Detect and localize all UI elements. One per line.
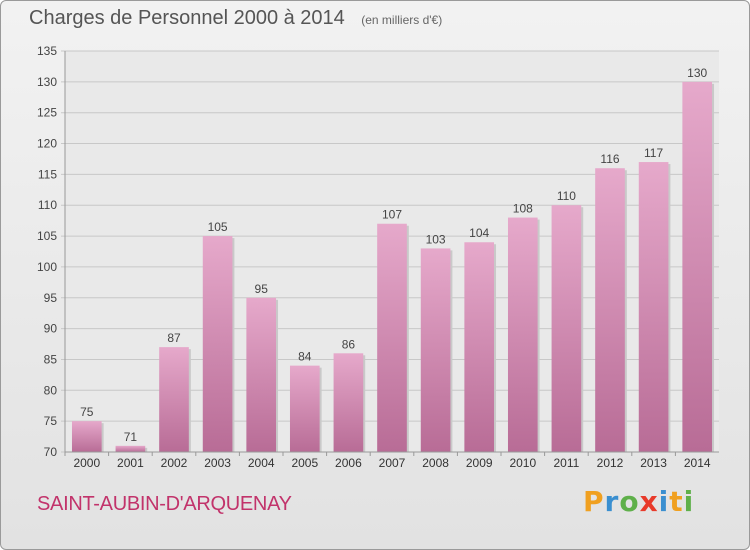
y-tick-label: 125 <box>37 106 57 120</box>
y-tick-label: 130 <box>37 75 57 89</box>
y-tick-label: 95 <box>44 291 58 305</box>
x-tick-label: 2011 <box>553 456 579 470</box>
y-tick-label: 85 <box>44 352 58 366</box>
y-tick-label: 75 <box>44 414 58 428</box>
data-label: 84 <box>298 350 312 364</box>
bar <box>289 365 320 452</box>
axis-layer: 70 75 80 85 90 95 100 105 110 115 120 125 130 135 2000… <box>37 44 719 470</box>
logo-letter: i <box>683 485 695 518</box>
x-tick-label: 2003 <box>204 456 231 470</box>
logo-letter: t <box>669 485 684 518</box>
data-label: 86 <box>342 337 356 351</box>
bar <box>202 236 233 452</box>
bar <box>115 445 146 452</box>
proxiti-logo: Proxiti <box>583 485 694 518</box>
bar <box>551 205 582 452</box>
bar <box>507 217 538 452</box>
data-label: 71 <box>124 430 138 444</box>
data-label: 105 <box>208 220 228 234</box>
y-tick-label: 110 <box>38 198 57 212</box>
data-label: 103 <box>426 232 446 246</box>
bar <box>333 353 364 452</box>
logo-letter: o <box>619 485 640 518</box>
commune-name: SAINT-AUBIN-D'ARQUENAY <box>37 493 292 515</box>
x-tick-label: 2005 <box>291 456 318 470</box>
bar <box>595 168 625 452</box>
x-tick-label: 2008 <box>422 456 449 470</box>
x-tick-label: 2014 <box>684 456 711 470</box>
data-label: 107 <box>382 208 402 222</box>
x-tick-label: 2006 <box>335 456 362 470</box>
label-layer: 75 71 87 105 95 84 86 107 103 104 108 110 116 117 130 <box>80 66 707 444</box>
x-tick-label: 2002 <box>161 456 188 470</box>
y-tick-label: 100 <box>37 260 57 274</box>
bar-layer <box>71 81 715 453</box>
x-tick-label: 2012 <box>597 456 624 470</box>
x-tick-label: 2009 <box>466 456 493 470</box>
chart-subtitle: (en milliers d'€) <box>361 13 443 27</box>
data-label: 110 <box>557 189 576 203</box>
bar <box>682 81 713 452</box>
data-label: 87 <box>167 331 181 345</box>
y-tick-label: 105 <box>37 229 57 243</box>
logo-letter: x <box>639 485 659 518</box>
bar <box>377 223 407 452</box>
y-tick-label: 80 <box>44 383 58 397</box>
data-label: 117 <box>644 146 663 160</box>
bar <box>420 248 451 452</box>
logo-letter: i <box>658 485 670 518</box>
x-tick-label: 2004 <box>248 456 275 470</box>
logo-letter: P <box>583 485 605 518</box>
bar <box>71 421 102 452</box>
y-tick-label: 90 <box>44 322 58 336</box>
chart-title: Charges de Personnel 2000 à 2014 <box>29 7 345 29</box>
x-tick-label: 2001 <box>117 456 144 470</box>
logo-letter: r <box>604 485 620 518</box>
x-tick-label: 2010 <box>509 456 536 470</box>
bar <box>638 162 669 453</box>
bar <box>159 347 189 452</box>
data-label: 130 <box>687 66 707 80</box>
data-label: 95 <box>255 282 269 296</box>
y-tick-label: 70 <box>44 445 58 459</box>
x-tick-label: 2007 <box>379 456 406 470</box>
y-tick-label: 120 <box>37 137 57 151</box>
y-tick-label: 115 <box>38 167 57 181</box>
title-row: Charges de Personnel 2000 à 2014 (en mil… <box>29 7 442 30</box>
data-label: 108 <box>513 202 533 216</box>
data-label: 75 <box>80 405 94 419</box>
bar <box>246 297 277 452</box>
y-tick-label: 135 <box>37 44 57 58</box>
x-tick-label: 2013 <box>640 456 667 470</box>
data-label: 116 <box>600 152 619 166</box>
x-tick-label: 2000 <box>73 456 100 470</box>
data-label: 104 <box>469 226 489 240</box>
bar <box>464 242 495 452</box>
